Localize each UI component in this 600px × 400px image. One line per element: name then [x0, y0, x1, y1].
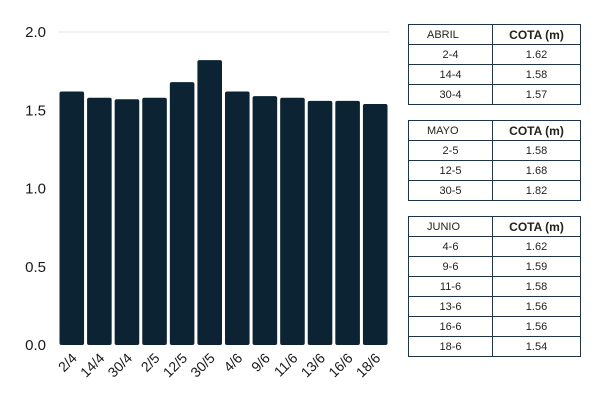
- date-cell: 30-5: [408, 180, 493, 201]
- bar: [335, 100, 360, 345]
- x-tick-label: 14/4: [77, 350, 108, 381]
- cota-header: COTA (m): [492, 216, 581, 237]
- table-abril: ABRIL COTA (m) 2-4 1.62 14-4 1.58 30-4 1…: [408, 24, 581, 105]
- value-cell: 1.56: [492, 296, 581, 317]
- table-header-row: MAYO COTA (m): [408, 120, 581, 141]
- bar: [142, 97, 167, 345]
- table-row: 30-4 1.57: [408, 84, 581, 105]
- bar: [307, 100, 333, 345]
- bar: [169, 82, 195, 345]
- table-row: 4-6 1.62: [408, 236, 581, 257]
- x-tick-label: 9/6: [248, 350, 273, 375]
- date-cell: 12-5: [408, 160, 493, 181]
- table-header-row: ABRIL COTA (m): [408, 24, 581, 45]
- x-tick-label: 18/6: [353, 350, 384, 381]
- table-junio: JUNIO COTA (m) 4-6 1.62 9-6 1.59 11-6 1.…: [408, 216, 581, 357]
- date-cell: 16-6: [408, 316, 493, 337]
- date-cell: 4-6: [408, 236, 493, 257]
- y-tick-label: 0.5: [25, 259, 46, 276]
- date-cell: 14-4: [408, 64, 493, 85]
- table-row: 18-6 1.54: [408, 336, 581, 357]
- bar: [280, 97, 305, 345]
- value-cell: 1.58: [492, 64, 581, 85]
- value-cell: 1.68: [492, 160, 581, 181]
- table-mayo: MAYO COTA (m) 2-5 1.58 12-5 1.68 30-5 1.…: [408, 120, 581, 201]
- x-tick-label: 16/6: [325, 350, 356, 381]
- x-tick-label: 30/5: [187, 350, 218, 381]
- month-header: ABRIL: [408, 24, 493, 45]
- table-row: 11-6 1.58: [408, 276, 581, 297]
- date-cell: 2-5: [408, 140, 493, 161]
- value-cell: 1.62: [492, 236, 581, 257]
- x-tick-label: 4/6: [220, 350, 245, 375]
- date-cell: 2-4: [408, 44, 493, 65]
- bar: [252, 96, 278, 345]
- table-row: 2-4 1.62: [408, 44, 581, 65]
- value-cell: 1.54: [492, 336, 581, 357]
- month-header: MAYO: [408, 120, 493, 141]
- table-row: 30-5 1.82: [408, 180, 581, 201]
- table-row: 14-4 1.58: [408, 64, 581, 85]
- bar-chart: 0.0 0.5 1.0 1.5 2.0 2/414/430/4 2/512/530/5 4/6…: [25, 24, 389, 381]
- x-tick-label: 11/6: [271, 350, 301, 380]
- bar: [225, 91, 250, 345]
- y-tick-label: 2.0: [25, 24, 46, 41]
- month-header: JUNIO: [408, 216, 493, 237]
- value-cell: 1.58: [492, 276, 581, 297]
- date-cell: 13-6: [408, 296, 493, 317]
- date-cell: 18-6: [408, 336, 493, 357]
- y-tick-label: 1.0: [25, 181, 46, 198]
- x-tick-label: 2/5: [138, 350, 163, 375]
- bar: [362, 103, 388, 346]
- date-cell: 9-6: [408, 256, 493, 277]
- table-row: 16-6 1.56: [408, 316, 581, 337]
- bar: [59, 91, 85, 345]
- bar: [114, 99, 140, 345]
- x-tick-label: 13/6: [298, 350, 329, 381]
- table-row: 12-5 1.68: [408, 160, 581, 181]
- y-tick-label: 1.5: [25, 102, 46, 119]
- value-cell: 1.82: [492, 180, 581, 201]
- x-tick-label: 12/5: [160, 350, 191, 381]
- cota-header: COTA (m): [492, 24, 581, 45]
- value-cell: 1.62: [492, 44, 581, 65]
- cota-header: COTA (m): [492, 120, 581, 141]
- value-cell: 1.58: [492, 140, 581, 161]
- date-cell: 11-6: [408, 276, 493, 297]
- value-cell: 1.56: [492, 316, 581, 337]
- table-row: 9-6 1.59: [408, 256, 581, 277]
- x-tick-label: 30/4: [104, 350, 135, 381]
- date-cell: 30-4: [408, 84, 493, 105]
- bar: [197, 60, 222, 346]
- table-header-row: JUNIO COTA (m): [408, 216, 581, 237]
- bar: [87, 97, 112, 345]
- table-row: 13-6 1.56: [408, 296, 581, 317]
- cota-tables: ABRIL COTA (m) 2-4 1.62 14-4 1.58 30-4 1…: [408, 24, 581, 372]
- table-row: 2-5 1.58: [408, 140, 581, 161]
- y-tick-label: 0.0: [25, 337, 46, 354]
- value-cell: 1.57: [492, 84, 581, 105]
- x-tick-label: 2/4: [55, 350, 80, 375]
- value-cell: 1.59: [492, 256, 581, 277]
